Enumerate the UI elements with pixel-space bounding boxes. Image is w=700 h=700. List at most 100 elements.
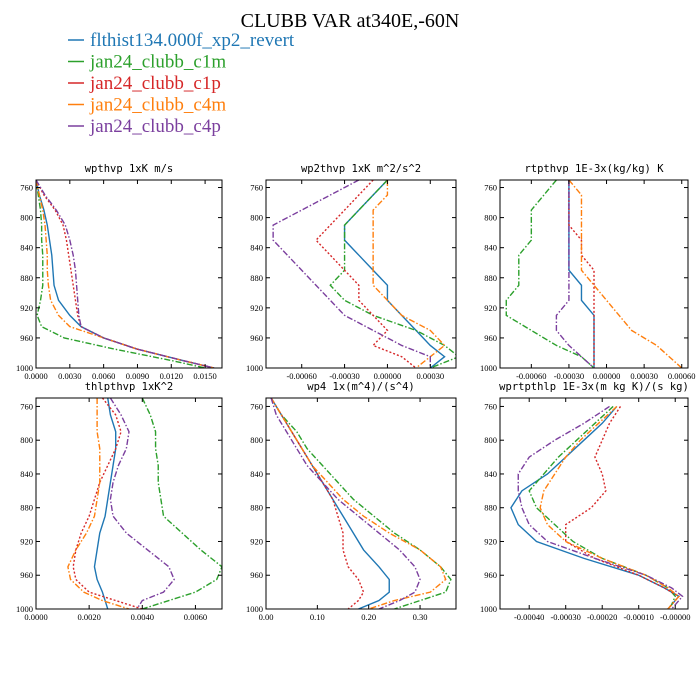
chart-panel: rtpthvp 1E-3x(kg/kg) K 760 800 840 880 920 960… [480, 163, 696, 381]
x-tick-label: 0.0000 [24, 371, 47, 381]
legend-entry: jan24_clubb_c4p [89, 116, 221, 137]
x-tick-label: 0.00030 [630, 371, 658, 381]
x-tick-label: -0.00040 [514, 612, 544, 622]
x-tick-label: 0.30 [413, 612, 428, 622]
y-tick-label: 880 [20, 503, 33, 513]
y-tick-label: 1000 [246, 363, 263, 373]
y-tick-label: 760 [484, 401, 497, 411]
series-group [505, 180, 683, 368]
y-tick-label: 960 [484, 570, 497, 580]
x-tick-label: 0.00 [259, 612, 274, 622]
panel-title: thlpthvp 1xK^2 [85, 381, 174, 393]
x-tick-label: 0.0040 [131, 612, 154, 622]
legend-entry: jan24_clubb_c1p [89, 73, 221, 94]
series-group [36, 180, 215, 368]
x-tick-label: 0.0150 [193, 371, 216, 381]
x-tick-label: -0.00030 [550, 612, 580, 622]
series-line-3 [36, 180, 215, 368]
x-tick-label: 0.0090 [126, 371, 149, 381]
chart-panel: wp4 1x(m^4)/(s^4)76080084088092096010000… [246, 381, 457, 622]
x-tick-label: 0.0120 [160, 371, 183, 381]
series-line-4 [372, 180, 446, 368]
x-tick-label: -0.00060 [516, 371, 546, 381]
series-line-5 [555, 180, 595, 368]
chart-panel: wpthvp 1xK m/s76080084088092096010000.00… [16, 163, 223, 381]
x-tick-label: 0.0060 [184, 612, 207, 622]
series-line-2 [505, 180, 595, 368]
series-group [270, 398, 452, 609]
y-tick-label: 920 [484, 303, 497, 313]
series-line-5 [109, 398, 175, 609]
y-tick-label: 960 [250, 333, 263, 343]
y-tick-label: 920 [484, 536, 497, 546]
y-tick-label: 840 [484, 243, 497, 253]
y-tick-label: 800 [250, 213, 263, 223]
series-line-4 [270, 398, 447, 609]
y-tick-label: 880 [250, 503, 263, 513]
legend-entry: flthist134.000f_xp2_revert [90, 30, 295, 51]
series-line-2 [270, 398, 452, 609]
panel-title: wp2thvp 1xK m^2/s^2 [301, 163, 421, 175]
y-tick-label: 960 [20, 333, 33, 343]
series-line-1 [36, 180, 215, 368]
series-line-1 [510, 405, 680, 609]
legend-entry: jan24_clubb_c4m [89, 95, 226, 116]
panel-title: wp4 1x(m^4)/(s^4) [307, 381, 414, 393]
y-tick-label: 800 [484, 435, 497, 445]
y-tick-label: 800 [484, 213, 497, 223]
series-line-4 [539, 405, 680, 609]
x-tick-label: -0.00060 [286, 371, 316, 381]
figure-title: CLUBB VAR at340E,-60N [241, 10, 460, 32]
y-tick-label: 760 [250, 401, 263, 411]
x-tick-label: 0.00030 [416, 371, 444, 381]
legend-entry: jan24_clubb_c1m [89, 52, 226, 73]
series-group [510, 405, 684, 609]
chart-panel: thlpthvp 1xK^276080084088092096010000.00… [16, 381, 223, 622]
legend: flthist134.000f_xp2_revertjan24_clubb_c1… [68, 30, 295, 137]
x-tick-label: 0.00000 [374, 371, 402, 381]
series-line-1 [93, 398, 117, 609]
y-tick-label: 800 [20, 435, 33, 445]
x-tick-label: 0.0000 [24, 612, 47, 622]
series-line-3 [72, 398, 143, 609]
y-tick-label: 840 [20, 469, 33, 479]
series-line-3 [568, 180, 595, 368]
panel-title: wprtpthlp 1E-3x(m kg K)/(s kg) [499, 381, 689, 393]
series-line-4 [36, 180, 215, 368]
y-tick-label: 920 [20, 303, 33, 313]
y-tick-label: 960 [484, 333, 497, 343]
y-tick-label: 800 [20, 213, 33, 223]
series-line-2 [36, 180, 206, 368]
y-tick-label: 800 [250, 435, 263, 445]
x-tick-label: -0.00030 [554, 371, 584, 381]
series-line-1 [568, 180, 595, 368]
y-tick-label: 1000 [480, 363, 497, 373]
series-line-5 [270, 398, 421, 609]
y-tick-label: 1000 [246, 604, 263, 614]
y-tick-label: 880 [250, 273, 263, 283]
chart-panels: wpthvp 1xK m/s76080084088092096010000.00… [16, 163, 696, 622]
y-tick-label: 840 [20, 243, 33, 253]
series-line-5 [36, 180, 215, 368]
series-line-4 [568, 180, 683, 368]
x-tick-label: 0.0020 [77, 612, 100, 622]
y-tick-label: 1000 [16, 363, 33, 373]
y-tick-label: 1000 [480, 604, 497, 614]
plot-frame [265, 179, 457, 369]
series-line-1 [343, 180, 446, 368]
series-line-5 [517, 405, 684, 609]
y-tick-label: 960 [20, 570, 33, 580]
series-line-3 [270, 398, 365, 609]
x-tick-label: 0.00060 [668, 371, 696, 381]
series-line-3 [565, 406, 680, 609]
series-line-3 [315, 180, 417, 368]
x-tick-label: 0.0030 [58, 371, 81, 381]
y-tick-label: 920 [250, 303, 263, 313]
plot-frame [265, 397, 457, 610]
chart-panel: wprtpthlp 1E-3x(m kg K)/(s kg)760 800 840 8… [480, 381, 690, 622]
panel-title: rtpthvp 1E-3x(kg/kg) K [524, 163, 664, 175]
panel-title: wpthvp 1xK m/s [85, 163, 174, 175]
y-tick-label: 840 [250, 243, 263, 253]
series-line-1 [270, 398, 390, 609]
x-tick-label: -0.00020 [587, 612, 617, 622]
